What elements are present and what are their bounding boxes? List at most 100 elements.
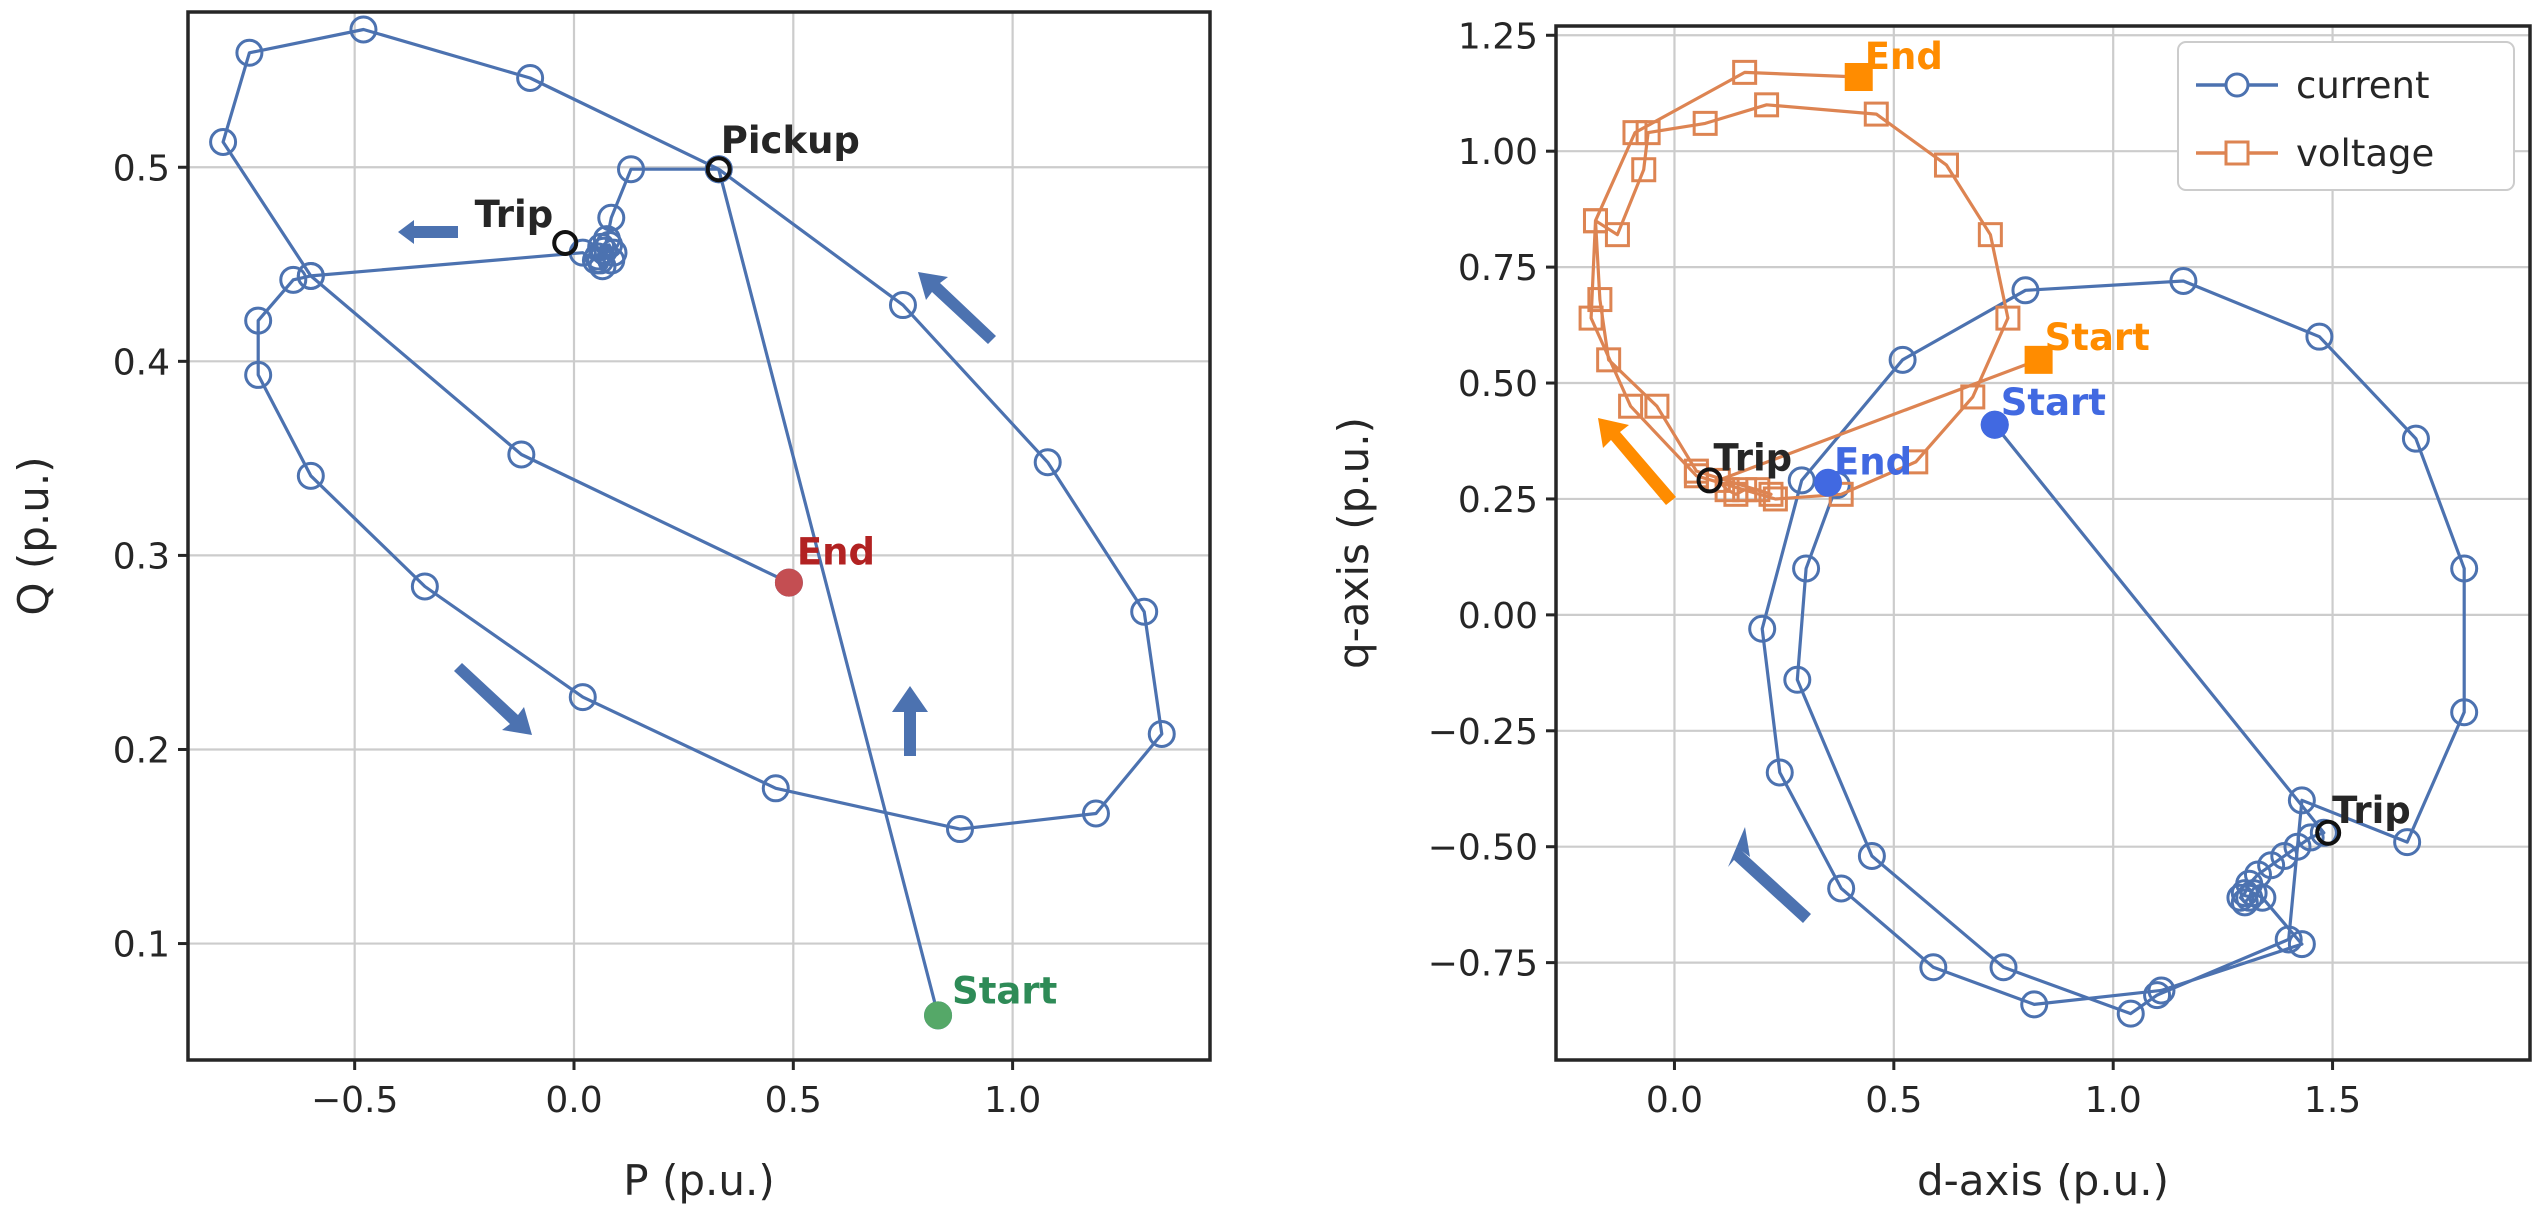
pq-point (296, 261, 325, 290)
dq-voltage-point (1732, 477, 1758, 503)
pq-x-tick-label: −0.5 (311, 1080, 398, 1121)
dq-voltage-point (1977, 222, 2003, 248)
dq-point (2287, 786, 2316, 815)
arrow-down-right-icon (454, 663, 532, 735)
dq-voltage-point (1582, 208, 1608, 234)
dq-point (2011, 276, 2040, 305)
pq-x-tick-label: 1.0 (984, 1080, 1041, 1121)
dq-y-tick-label: 1.00 (1458, 132, 1538, 173)
dq-point (1748, 614, 1777, 643)
dq-point (1765, 758, 1794, 787)
dq-voltage-point (1903, 449, 1929, 475)
dq-point (1787, 466, 1816, 495)
pq-point (516, 63, 545, 92)
dq-point (2287, 930, 2316, 959)
dq-trip-marker (1696, 467, 1723, 494)
dq-point (1888, 345, 1917, 374)
dq-voltage-point (1745, 477, 1771, 503)
dq-point (2116, 999, 2145, 1028)
pq-y-tick-label: 0.1 (113, 925, 170, 966)
dq-voltage-point (1692, 110, 1718, 136)
dq-y-axis-label: q-axis (p.u.) (1329, 417, 1378, 669)
pq-point (296, 461, 325, 490)
dq-voltage-point (1732, 59, 1758, 85)
dq-tick-labels: 0.0 0.5 1.0 1.5 −0.75 −0.50 −0.25 0.00 0.25 0.50 0… (1428, 16, 2362, 1121)
legend: current voltage (2177, 41, 2515, 191)
pq-y-tick-label: 0.5 (113, 148, 170, 189)
pq-point (888, 291, 917, 320)
dq-grid (1556, 26, 2530, 1060)
dq-y-tick-label: 0.75 (1458, 248, 1538, 289)
arrow-up-icon (892, 686, 928, 756)
pq-grid (188, 12, 1210, 1060)
pq-point (761, 774, 790, 803)
dq-voltage-point (1960, 384, 1986, 410)
dq-end-marker (1814, 468, 1843, 497)
dq-point (1857, 841, 1886, 870)
pq-point (349, 15, 378, 44)
dq-point (2305, 322, 2334, 351)
dq-voltage-point (1604, 222, 1630, 248)
dq-x-axis-label: d-axis (p.u.) (1917, 1156, 2169, 1205)
dq-point (2235, 883, 2264, 912)
pq-x-axis-label: P (p.u.) (623, 1156, 774, 1205)
dq-x-tick-label: 0.0 (1646, 1080, 1703, 1121)
dq-trip-marker (2315, 819, 2342, 846)
pq-pickup-marker (705, 156, 732, 183)
legend-current-marker (2224, 72, 2250, 98)
pq-event-markers: Start Pickup Trip End (475, 119, 1057, 1030)
pq-point (568, 683, 597, 712)
dq-axes-frame (1554, 24, 2532, 1062)
dq-voltage-point (1762, 486, 1788, 512)
pq-point (209, 128, 238, 157)
dq-point (2147, 976, 2176, 1005)
pq-point (617, 155, 646, 184)
dq-end-label: End (1865, 35, 1943, 78)
pq-point (244, 306, 273, 335)
dq-point (1792, 554, 1821, 583)
dq-x-tick-label: 0.5 (1865, 1080, 1922, 1121)
dq-point (2274, 925, 2303, 954)
dq-point (2401, 424, 2430, 453)
pq-trip-marker (552, 229, 579, 256)
pq-point (244, 360, 273, 389)
pq-end-label: End (797, 531, 875, 574)
pq-point (235, 38, 264, 67)
dq-point (2248, 883, 2277, 912)
pq-point (945, 815, 974, 844)
dq-y-tick-label: 0.50 (1458, 364, 1538, 405)
pq-x-tick-label: 0.5 (765, 1080, 822, 1121)
dq-y-tick-label: −0.50 (1428, 828, 1538, 869)
dq-voltage-point (1754, 92, 1780, 118)
dq-point (1783, 665, 1812, 694)
legend-voltage-marker (2224, 140, 2250, 166)
pq-point (507, 440, 536, 469)
dq-point (1919, 953, 1948, 982)
dq-voltage-point (1596, 347, 1622, 373)
dq-voltage-point (1631, 157, 1657, 183)
dq-start-label: Start (2001, 381, 2106, 424)
dq-series-layer (1578, 59, 2479, 1028)
dq-point (1827, 874, 1856, 903)
dq-voltage-point (1933, 152, 1959, 178)
arrow-up-right-icon (1728, 827, 1811, 923)
dq-point (1989, 953, 2018, 982)
dq-end-label: End (1834, 441, 1912, 484)
dq-direction-arrows (1598, 418, 1811, 923)
dq-point (2450, 698, 2479, 727)
pq-axes-frame (186, 10, 1212, 1062)
dq-point (2143, 981, 2172, 1010)
dq-voltage-point (1578, 305, 1604, 331)
dq-voltage-point (1635, 120, 1661, 146)
dq-voltage-point (1863, 101, 1889, 127)
dq-voltage-point (1683, 463, 1709, 489)
pq-y-tick-label: 0.3 (113, 536, 170, 577)
dq-x-tick-label: 1.5 (2304, 1080, 2361, 1121)
pq-y-tick-label: 0.4 (113, 342, 170, 383)
dq-end-marker (1844, 63, 1873, 92)
pq-point (1147, 719, 1176, 748)
dq-y-tick-label: −0.75 (1428, 944, 1538, 985)
dq-event-markers: Start End Trip Start End Trip (1696, 35, 2411, 846)
pq-direction-arrows (398, 220, 996, 756)
